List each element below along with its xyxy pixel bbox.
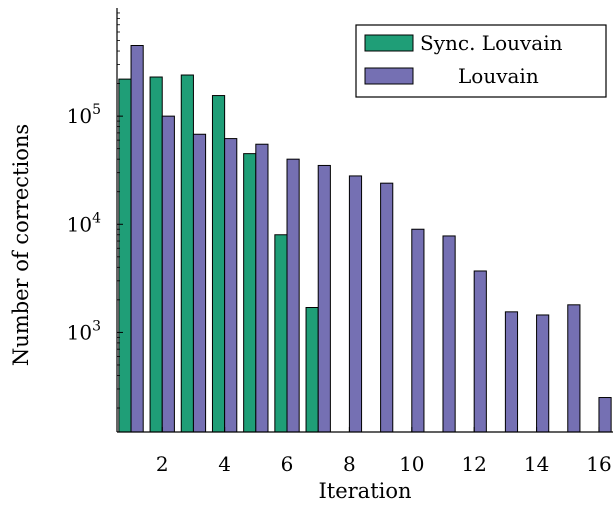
bar-louvain-6 — [286, 158, 300, 433]
bar-louvain-4 — [224, 138, 238, 433]
bar-louvain-16 — [598, 397, 612, 433]
bar-sync-louvain-2 — [149, 76, 163, 433]
y-tick-label: 103 — [67, 318, 101, 344]
y-axis-label: Number of corrections — [9, 124, 33, 366]
legend-label-sync-louvain: Sync. Louvain — [420, 31, 563, 55]
legend-label-louvain: Louvain — [458, 64, 539, 88]
bar-sync-louvain-3 — [180, 74, 194, 433]
x-tick-label: 12 — [461, 452, 486, 476]
bar-louvain-11 — [442, 235, 456, 433]
x-tick-label: 4 — [218, 452, 231, 476]
bar-louvain-3 — [192, 133, 207, 433]
bar-sync-louvain-1 — [118, 78, 132, 433]
x-axis-label: Iteration — [318, 479, 411, 502]
x-tick-label: 14 — [524, 452, 549, 476]
legend: Sync. Louvain Louvain — [355, 24, 607, 98]
bar-louvain-1 — [130, 45, 144, 433]
bar-louvain-7 — [317, 164, 331, 433]
bar-louvain-14 — [536, 314, 550, 433]
x-tick-label: 8 — [343, 452, 356, 476]
bar-sync-louvain-7 — [305, 307, 319, 433]
bars — [118, 45, 612, 433]
x-tick-label: 2 — [156, 452, 169, 476]
legend-swatch-sync-louvain — [364, 34, 414, 52]
bar-sync-louvain-6 — [274, 234, 288, 433]
bar-louvain-2 — [161, 115, 175, 433]
bar-louvain-10 — [411, 228, 425, 433]
bar-louvain-9 — [380, 182, 394, 433]
bar-louvain-13 — [504, 311, 519, 433]
bar-louvain-8 — [348, 175, 363, 433]
legend-swatch-louvain — [364, 67, 414, 85]
y-tick-label: 104 — [67, 210, 101, 236]
x-tick-label: 10 — [399, 452, 424, 476]
bar-sync-louvain-4 — [211, 95, 226, 433]
ticks: 2 4 6 8 10 12 14 16 103 104 105 — [67, 12, 612, 476]
bar-louvain-15 — [567, 304, 581, 433]
x-tick-label: 6 — [281, 452, 294, 476]
bar-louvain-5 — [255, 143, 269, 433]
x-tick-label: 16 — [586, 452, 611, 476]
y-tick-label: 105 — [67, 102, 101, 128]
bar-louvain-12 — [473, 270, 487, 433]
bar-sync-louvain-5 — [243, 153, 257, 433]
axes — [116, 8, 613, 433]
